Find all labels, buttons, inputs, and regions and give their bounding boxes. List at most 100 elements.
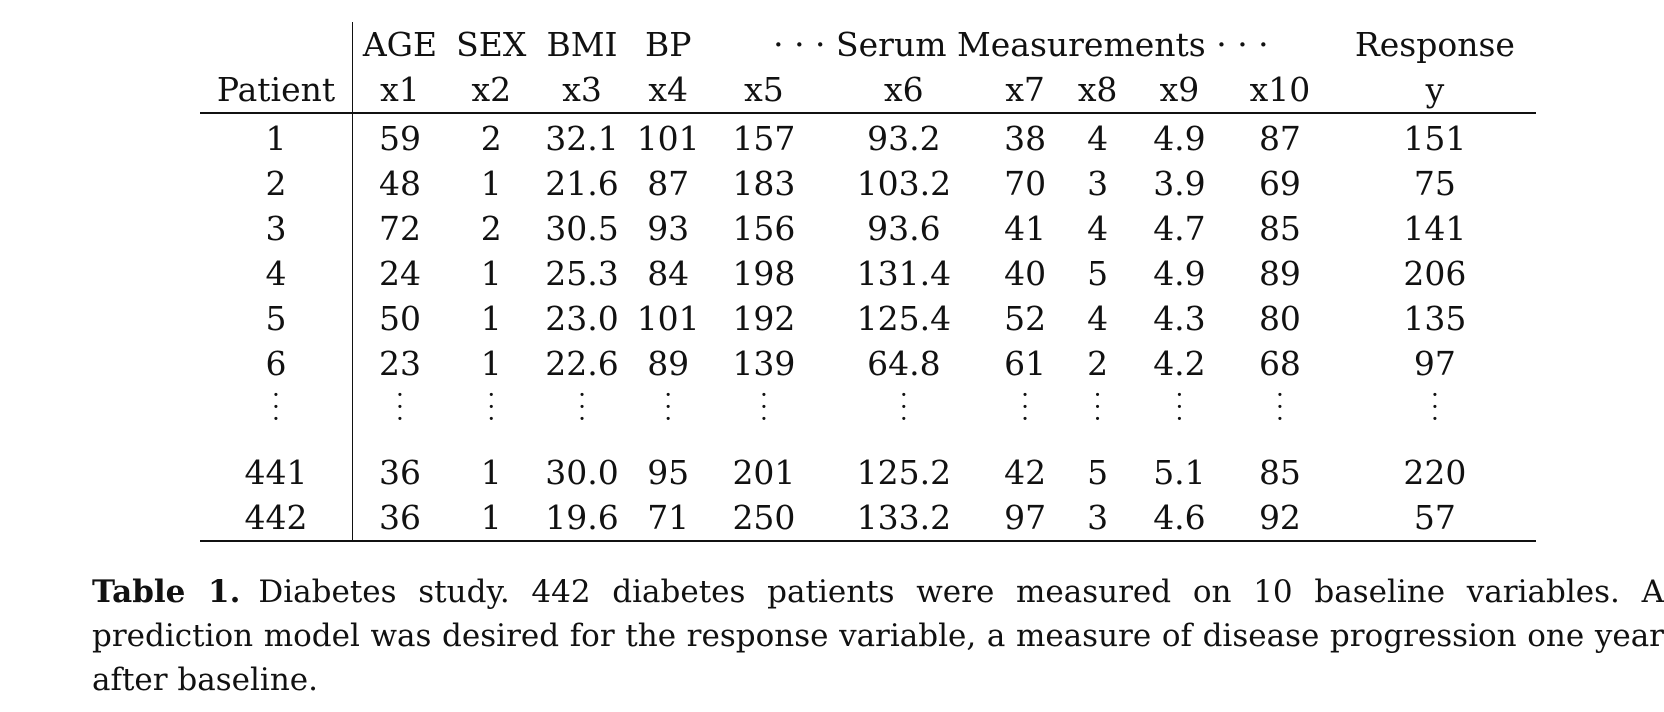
table-row: 2 48 1 21.6 87 183 103.2 70 3 3.9 69 75 bbox=[200, 161, 1536, 206]
table-cell: 198 bbox=[732, 254, 796, 293]
patient-id-cell: 3 bbox=[200, 206, 353, 251]
table-row: 6 23 1 22.6 89 139 64.8 61 2 4.2 68 97 bbox=[200, 341, 1536, 386]
table-cell: 93.2 bbox=[867, 119, 941, 158]
column-header-x9: x9 bbox=[1132, 67, 1227, 114]
patient-id-cell: 5 bbox=[200, 296, 353, 341]
table-cell: 139 bbox=[732, 344, 796, 383]
table-cell: 1 bbox=[480, 344, 502, 383]
table-cell: 1 bbox=[480, 299, 502, 338]
table-cell: 36 bbox=[352, 495, 447, 542]
table-cell: 72 bbox=[378, 209, 421, 248]
table-cell: 30.5 bbox=[545, 209, 619, 248]
table-cell: 89 bbox=[647, 344, 690, 383]
column-header-x3: x3 bbox=[535, 67, 629, 114]
column-header-x2: x2 bbox=[446, 67, 536, 114]
column-header-patient: Patient bbox=[200, 67, 353, 114]
table-cell: 89 bbox=[1258, 254, 1301, 293]
table-cell: 85 bbox=[1258, 453, 1301, 492]
table-cell: 5 bbox=[1087, 453, 1109, 492]
table-cell: 3 bbox=[1087, 164, 1109, 203]
vertical-ellipsis-icon: · · · bbox=[900, 381, 908, 433]
table-cell: 4.7 bbox=[1153, 209, 1206, 248]
table-cell: 93 bbox=[647, 209, 690, 248]
column-header-x5: x5 bbox=[707, 67, 820, 114]
table-cell: 75 bbox=[1413, 164, 1456, 203]
column-header-x1: x1 bbox=[352, 67, 447, 114]
table-cell: 21.6 bbox=[545, 164, 619, 203]
table-cell: 135 bbox=[1403, 299, 1467, 338]
table-cell: 19.6 bbox=[535, 495, 629, 542]
vertical-ellipsis-icon: · · · bbox=[578, 381, 586, 433]
table-cell: 84 bbox=[647, 254, 690, 293]
table-cell: 206 bbox=[1403, 254, 1467, 293]
patient-id-cell: 442 bbox=[200, 495, 353, 542]
table-cell: 64.8 bbox=[867, 344, 941, 383]
table-cell: 4.9 bbox=[1153, 119, 1206, 158]
diabetes-table: AGE SEX BMI BP · · · Serum Measurements … bbox=[200, 22, 1536, 542]
column-header-y: y bbox=[1333, 67, 1536, 114]
table-cell: 40 bbox=[1004, 254, 1047, 293]
table-cell: 220 bbox=[1403, 453, 1467, 492]
table-cell: 70 bbox=[1004, 164, 1047, 203]
column-header-x7: x7 bbox=[987, 67, 1063, 114]
table-cell: 131.4 bbox=[856, 254, 952, 293]
group-header-row: AGE SEX BMI BP · · · Serum Measurements … bbox=[200, 22, 1536, 67]
group-header-serum: · · · Serum Measurements · · · bbox=[773, 25, 1269, 64]
patient-id-cell: 6 bbox=[200, 341, 353, 386]
table-cell: 1 bbox=[480, 254, 502, 293]
table-cell: 97 bbox=[1413, 344, 1456, 383]
group-header-bp: BP bbox=[644, 25, 692, 64]
table-cell: 80 bbox=[1258, 299, 1301, 338]
table-cell: 87 bbox=[1258, 119, 1301, 158]
table-cell: 4.3 bbox=[1153, 299, 1206, 338]
table-cell: 38 bbox=[1004, 119, 1047, 158]
table-cell: 1 bbox=[480, 453, 502, 492]
table-cell: 151 bbox=[1403, 119, 1467, 158]
table-cell: 133.2 bbox=[819, 495, 988, 542]
group-header-bmi: BMI bbox=[546, 25, 618, 64]
column-header-row: Patient x1 x2 x3 x4 x5 x6 x7 x8 x9 x10 y bbox=[200, 67, 1536, 114]
group-header-sex: SEX bbox=[456, 25, 527, 64]
table-caption: Table 1. Diabetes study. 442 diabetes pat… bbox=[92, 570, 1664, 702]
table-row: 442 36 1 19.6 71 250 133.2 97 3 4.6 92 57 bbox=[200, 495, 1536, 542]
table-cell: 59 bbox=[378, 119, 421, 158]
table-cell: 36 bbox=[378, 453, 421, 492]
column-header-x10: x10 bbox=[1226, 67, 1334, 114]
table-cell: 103.2 bbox=[856, 164, 952, 203]
table-cell: 95 bbox=[647, 453, 690, 492]
patient-id-cell: 1 bbox=[200, 113, 353, 161]
table-cell: 4.9 bbox=[1153, 254, 1206, 293]
patient-id-cell: 2 bbox=[200, 161, 353, 206]
table-row: 3 72 2 30.5 93 156 93.6 41 4 4.7 85 141 bbox=[200, 206, 1536, 251]
table-cell: 87 bbox=[647, 164, 690, 203]
table-cell: 101 bbox=[636, 299, 700, 338]
table-cell: 85 bbox=[1258, 209, 1301, 248]
table-cell: 125.4 bbox=[856, 299, 952, 338]
table-cell: 61 bbox=[1004, 344, 1047, 383]
table-cell: 97 bbox=[987, 495, 1063, 542]
table-cell: 1 bbox=[480, 164, 502, 203]
table-row: 441 36 1 30.0 95 201 125.2 42 5 5.1 85 220 bbox=[200, 450, 1536, 495]
table-cell: 101 bbox=[636, 119, 700, 158]
table-cell: 23.0 bbox=[545, 299, 619, 338]
vertical-ellipsis-icon: · · · bbox=[396, 381, 404, 433]
table-cell: 4 bbox=[1087, 209, 1109, 248]
group-header-response: Response bbox=[1354, 25, 1515, 64]
table-cell: 157 bbox=[732, 119, 796, 158]
vertical-ellipsis-icon: · · · bbox=[1021, 381, 1029, 433]
group-header-empty bbox=[200, 22, 353, 67]
table-cell: 22.6 bbox=[545, 344, 619, 383]
vertical-ellipsis-icon: · · · bbox=[1093, 381, 1102, 433]
vertical-ellipsis-icon: · · · bbox=[1175, 381, 1184, 433]
table-cell: 141 bbox=[1403, 209, 1467, 248]
table-row: 4 24 1 25.3 84 198 131.4 40 5 4.9 89 206 bbox=[200, 251, 1536, 296]
vertical-ellipsis-icon: · · · bbox=[1276, 381, 1284, 433]
table-cell: 41 bbox=[1004, 209, 1047, 248]
table-cell: 4.6 bbox=[1132, 495, 1227, 542]
table-cell: 23 bbox=[378, 344, 421, 383]
patient-id-cell: 441 bbox=[200, 450, 353, 495]
table-cell: 2 bbox=[480, 209, 502, 248]
table-cell: 192 bbox=[732, 299, 796, 338]
table-cell: 69 bbox=[1258, 164, 1301, 203]
table-cell: 92 bbox=[1226, 495, 1334, 542]
